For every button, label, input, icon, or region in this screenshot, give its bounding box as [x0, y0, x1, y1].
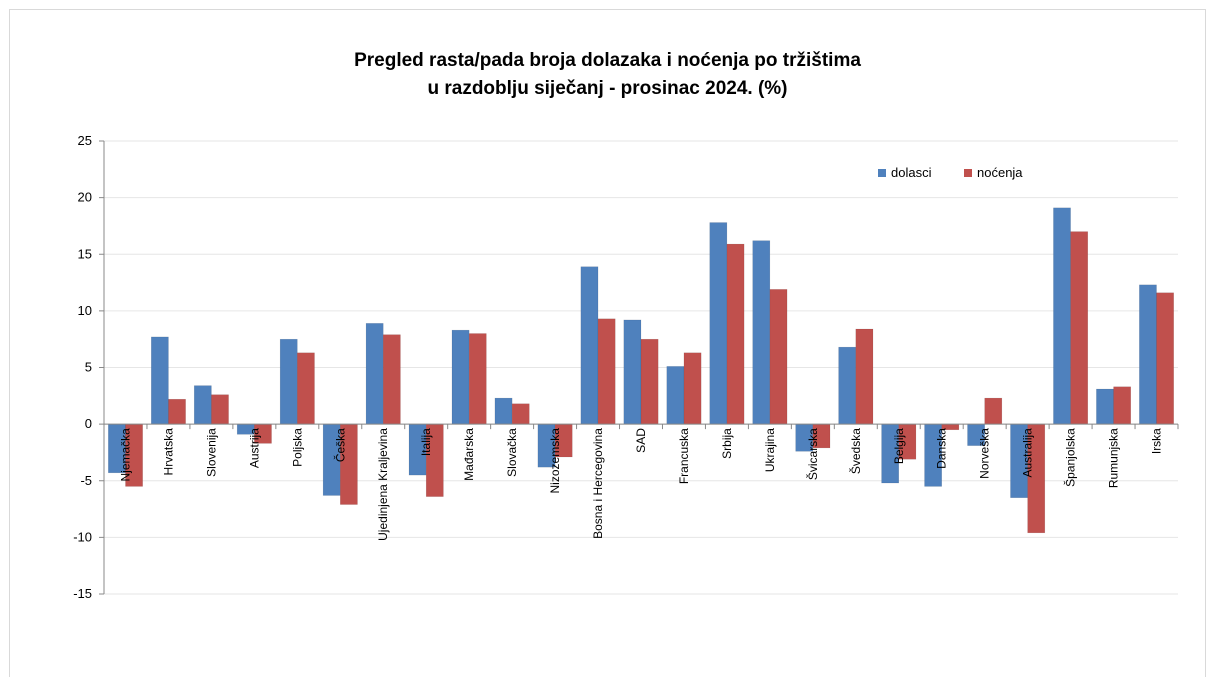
x-category-label: Rumunjska [1107, 428, 1121, 488]
bar-nocenja [726, 243, 745, 425]
bar-nocenja [640, 338, 659, 425]
legend-swatch [964, 169, 972, 177]
y-tick-label: -15 [73, 586, 92, 601]
x-category-label: Norveška [978, 428, 992, 479]
legend-swatch [878, 169, 886, 177]
x-category-label: Ujedinjena Kraljevina [376, 428, 390, 541]
chart-title-block: Pregled rasta/pada broja dolazaka i noće… [0, 47, 1215, 103]
x-category-label: Španjolska [1063, 428, 1078, 487]
axes: 25 20 15 10 5 0 -5 -10 -15 [73, 133, 1179, 601]
x-category-label: Austrija [247, 428, 261, 468]
x-category-label: Bosna i Hercegovina [591, 428, 605, 539]
x-category-label: Slovačka [505, 428, 519, 477]
y-tick-label: 15 [78, 246, 92, 261]
x-category-label: Francuska [677, 428, 691, 484]
x-category-label: Švicarska [805, 428, 820, 480]
bar-nocenja [468, 333, 487, 425]
x-category-label: Mađarska [462, 428, 476, 481]
bar-dolasci [1053, 207, 1071, 425]
y-tick-label: -5 [80, 473, 92, 488]
x-category-label: Irska [1150, 428, 1164, 454]
x-category-label: Češka [332, 428, 347, 462]
bar-dolasci [279, 338, 298, 425]
bar-nocenja [1070, 231, 1089, 425]
bar-nocenja [769, 289, 788, 425]
y-tick-label: 10 [78, 303, 92, 318]
y-tick-label: -10 [73, 529, 92, 544]
x-category-label: SAD [634, 428, 648, 453]
x-category-label: Hrvatska [161, 428, 175, 476]
chart-frame [9, 9, 1206, 677]
bar-dolasci [1096, 388, 1114, 425]
chart-title: Pregled rasta/pada broja dolazaka i noće… [354, 50, 861, 71]
bar-nocenja [984, 397, 1003, 425]
bar-dolasci [580, 266, 599, 425]
bar-nocenja [382, 334, 401, 425]
category-labels: Njemačka Hrvatska Slovenija Austrija Poljska… [118, 428, 1163, 541]
bars [108, 207, 1174, 534]
bar-nocenja [597, 318, 616, 425]
x-category-label: Njemačka [118, 428, 132, 482]
y-tick-label: 20 [78, 190, 92, 205]
bar-dolasci [709, 222, 728, 425]
chart-subtitle: u razdoblju siječanj - prosinac 2024. (%… [427, 78, 788, 99]
bar-nocenja [1156, 292, 1174, 425]
bar-nocenja [511, 403, 530, 425]
y-tick-label: 5 [85, 360, 92, 375]
bar-nocenja [297, 352, 315, 425]
bar-dolasci [666, 366, 685, 425]
bar-dolasci [838, 346, 857, 425]
bar-nocenja [168, 398, 186, 425]
bar-dolasci [193, 385, 212, 425]
x-category-label: Danska [935, 428, 949, 469]
bar-dolasci [365, 323, 384, 425]
x-category-label: Belgija [892, 428, 906, 464]
bar-dolasci [1139, 284, 1157, 425]
bar-dolasci [451, 329, 470, 425]
x-category-label: Australija [1021, 428, 1035, 478]
legend-label: noćenja [977, 165, 1023, 180]
x-category-label: Poljska [290, 428, 304, 467]
x-category-label: Slovenija [204, 428, 218, 477]
legend-label: dolasci [891, 165, 932, 180]
bar-dolasci [494, 397, 513, 425]
bar-nocenja [211, 394, 229, 425]
bar-dolasci [623, 319, 642, 425]
y-tick-label: 25 [78, 133, 92, 148]
bar-nocenja [683, 352, 702, 425]
bar-dolasci [752, 240, 771, 425]
x-category-label: Srbija [720, 428, 734, 459]
x-category-label: Ukrajina [763, 428, 777, 472]
bar-nocenja [855, 328, 874, 425]
bar-dolasci [151, 336, 169, 425]
bar-nocenja [1113, 386, 1131, 425]
x-category-label: Nizozemska [548, 428, 562, 494]
legend: dolasci noćenja [878, 165, 1023, 180]
x-category-label: Švedska [848, 428, 863, 474]
x-category-label: Italija [419, 428, 433, 456]
y-tick-label: 0 [85, 416, 92, 431]
